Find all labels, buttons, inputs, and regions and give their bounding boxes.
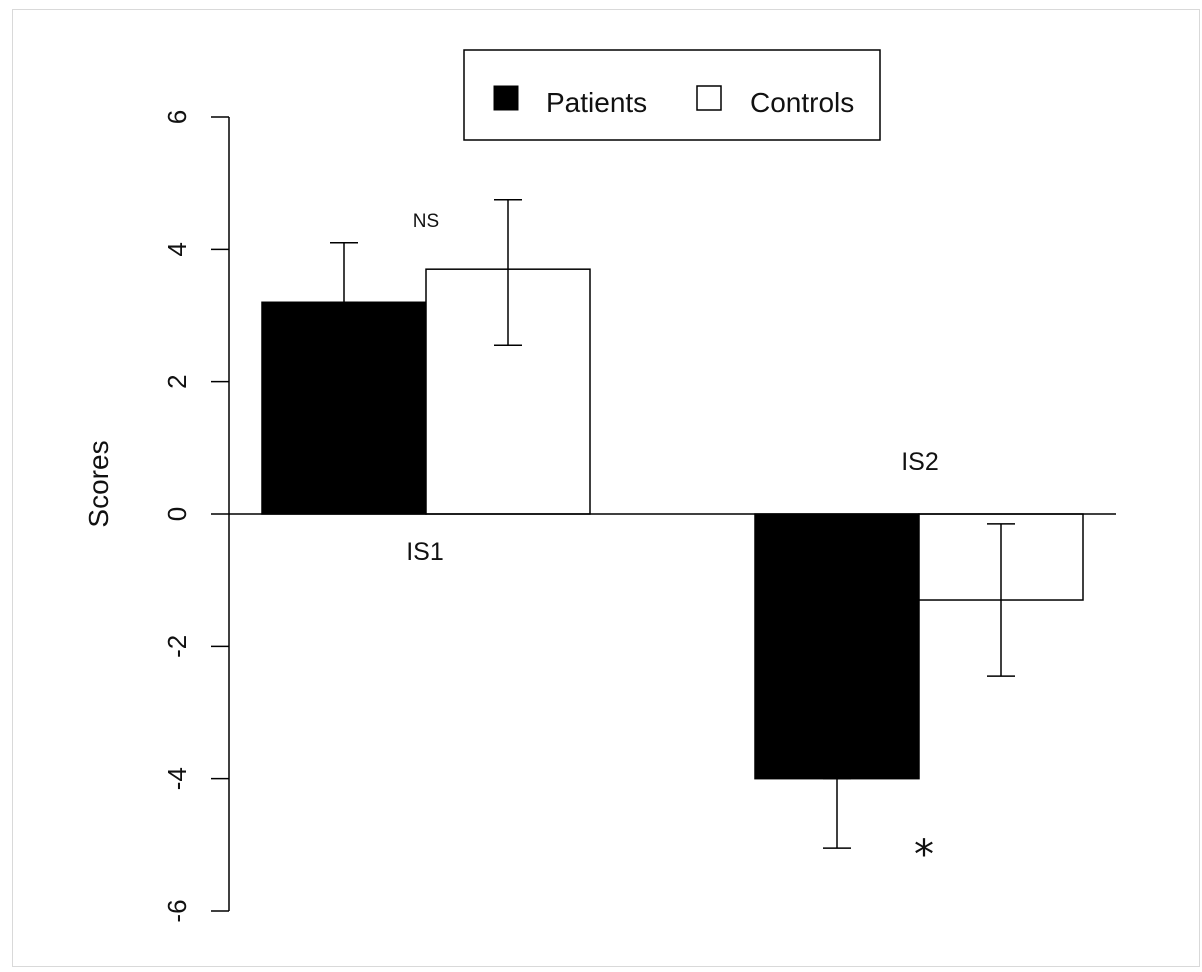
y-tick-label: 0: [162, 507, 192, 521]
chart-frame: [12, 9, 1200, 967]
y-axis-title: Scores: [83, 440, 114, 527]
category-label: IS1: [406, 538, 444, 566]
error-bars: [330, 198, 1015, 849]
category-labels: IS1 IS2: [406, 448, 939, 566]
y-tick-label: -4: [162, 767, 192, 790]
bar-patients: [261, 301, 427, 515]
y-axis: -6 -4 -2 0 2 4 6: [162, 110, 230, 923]
y-tick-label: -2: [162, 635, 192, 658]
bars: [261, 268, 1084, 780]
annotation-ns: NS: [413, 211, 439, 232]
legend-label-controls: Controls: [750, 87, 854, 118]
y-tick-label: -6: [162, 899, 192, 922]
y-tick-label: 2: [162, 374, 192, 388]
category-label: IS2: [901, 448, 939, 476]
legend-swatch-patients: [493, 85, 519, 111]
legend-label-patients: Patients: [546, 87, 647, 118]
y-tick-label: 6: [162, 110, 192, 124]
legend-box: [463, 49, 881, 141]
y-tick-label: 4: [162, 242, 192, 256]
bar-patients: [754, 513, 920, 780]
legend-swatch-controls: [696, 85, 722, 111]
legend: Patients Controls: [463, 49, 881, 141]
annotations: NS *: [413, 211, 934, 878]
annotation-significance: *: [914, 832, 934, 878]
